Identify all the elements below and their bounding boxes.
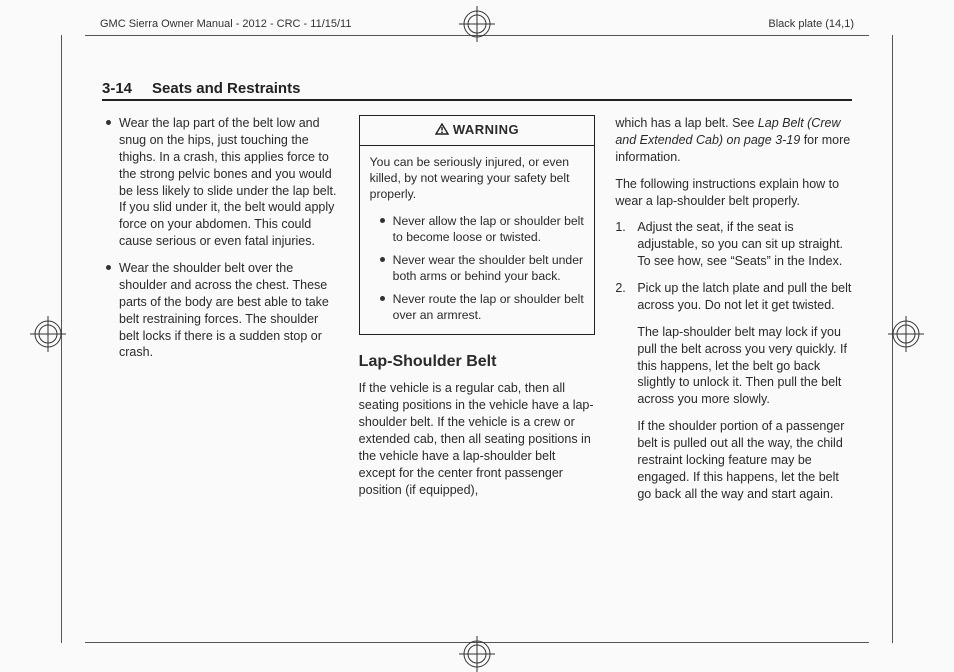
- body-paragraph: If the shoulder portion of a passenger b…: [637, 418, 852, 502]
- list-item: Wear the shoulder belt over the shoulder…: [102, 260, 339, 361]
- step-text: Pick up the latch plate and pull the bel…: [637, 280, 852, 314]
- print-header: GMC Sierra Owner Manual - 2012 - CRC - 1…: [100, 18, 854, 30]
- bullet-text: Never allow the lap or shoulder belt to …: [393, 213, 585, 246]
- body-paragraph: If the vehicle is a regular cab, then al…: [359, 380, 596, 498]
- bullet-text: Wear the lap part of the belt low and sn…: [119, 115, 339, 250]
- bullet-icon: [106, 265, 111, 270]
- section-title: Seats and Restraints: [152, 80, 300, 97]
- list-item: Wear the lap part of the belt low and sn…: [102, 115, 339, 250]
- header-left: GMC Sierra Owner Manual - 2012 - CRC - 1…: [100, 18, 351, 30]
- numbered-step: 2. Pick up the latch plate and pull the …: [615, 280, 852, 314]
- list-item: Never route the lap or shoulder belt ove…: [370, 291, 585, 324]
- bullet-icon: [380, 257, 385, 262]
- page-number: 3-14: [102, 80, 132, 97]
- page-heading: 3-14 Seats and Restraints: [102, 80, 852, 97]
- subsection-heading: Lap-Shoulder Belt: [359, 351, 596, 373]
- column-3: which has a lap belt. See Lap Belt (Crew…: [615, 115, 852, 513]
- step-text: Adjust the seat, if the seat is adjustab…: [637, 219, 852, 270]
- warning-body: You can be seriously injured, or even ki…: [360, 146, 595, 334]
- bullet-text: Never wear the shoulder belt under both …: [393, 252, 585, 285]
- bullet-icon: [380, 218, 385, 223]
- text-run: which has a lap belt. See: [615, 116, 757, 130]
- column-1: Wear the lap part of the belt low and sn…: [102, 115, 339, 513]
- list-item: Never wear the shoulder belt under both …: [370, 252, 585, 285]
- bullet-text: Never route the lap or shoulder belt ove…: [393, 291, 585, 324]
- body-paragraph: which has a lap belt. See Lap Belt (Crew…: [615, 115, 852, 166]
- step-number: 2.: [615, 280, 629, 314]
- warning-intro: You can be seriously injured, or even ki…: [370, 154, 585, 203]
- header-right: Black plate (14,1): [768, 18, 854, 30]
- bullet-icon: [106, 120, 111, 125]
- column-2: WARNING You can be seriously injured, or…: [359, 115, 596, 513]
- registration-mark-bottom: [459, 636, 495, 672]
- bullet-icon: [380, 296, 385, 301]
- body-paragraph: The following instructions explain how t…: [615, 176, 852, 210]
- body-paragraph: The lap-shoulder belt may lock if you pu…: [637, 324, 852, 408]
- registration-mark-right: [888, 316, 924, 352]
- warning-title: WARNING: [453, 122, 519, 137]
- step-number: 1.: [615, 219, 629, 270]
- bullet-text: Wear the shoulder belt over the shoulder…: [119, 260, 339, 361]
- warning-heading: WARNING: [360, 116, 595, 146]
- page-heading-rule: [102, 99, 852, 101]
- page-content: 3-14 Seats and Restraints Wear the lap p…: [102, 80, 852, 613]
- warning-triangle-icon: [435, 122, 449, 140]
- list-item: Never allow the lap or shoulder belt to …: [370, 213, 585, 246]
- warning-box: WARNING You can be seriously injured, or…: [359, 115, 596, 335]
- registration-mark-left: [30, 316, 66, 352]
- numbered-step: 1. Adjust the seat, if the seat is adjus…: [615, 219, 852, 270]
